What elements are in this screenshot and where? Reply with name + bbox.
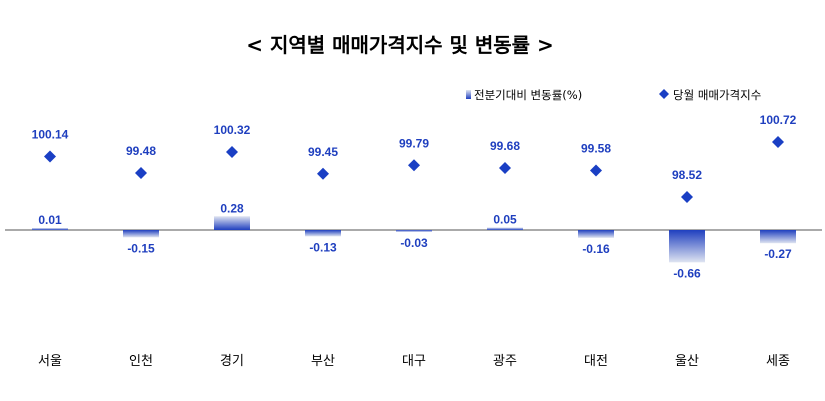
index-marker xyxy=(772,136,784,148)
index-value-label: 98.52 xyxy=(672,168,702,182)
bar-value-label: -0.27 xyxy=(764,247,792,261)
bar-value-label: -0.15 xyxy=(127,241,155,255)
legend-bar-swatch xyxy=(466,90,471,99)
category-label: 세종 xyxy=(766,354,790,369)
category-label: 부산 xyxy=(311,354,335,369)
change-bar xyxy=(396,230,432,232)
bar-value-label: 0.01 xyxy=(38,213,62,227)
index-value-label: 99.68 xyxy=(490,139,520,153)
index-marker xyxy=(317,167,329,180)
change-bar xyxy=(760,230,796,244)
legend-marker-label: 당월 매매가격지수 xyxy=(673,88,761,102)
index-marker xyxy=(135,167,147,179)
index-value-label: 100.72 xyxy=(760,113,797,127)
category-label: 경기 xyxy=(220,354,244,369)
change-bar xyxy=(578,230,614,238)
change-bar xyxy=(32,228,68,230)
index-value-label: 99.79 xyxy=(399,136,429,150)
category-label: 대구 xyxy=(402,354,426,369)
change-bar xyxy=(669,230,705,263)
bar-value-label: -0.13 xyxy=(309,240,337,254)
bar-value-label: 0.28 xyxy=(220,201,244,215)
bar-value-label: -0.66 xyxy=(673,266,701,280)
index-value-label: 99.45 xyxy=(308,145,338,159)
index-marker xyxy=(681,191,693,203)
change-bar xyxy=(123,230,159,238)
category-label: 인천 xyxy=(129,354,153,369)
index-marker xyxy=(499,162,511,174)
change-bar xyxy=(214,216,250,230)
legend-bar-label: 전분기대비 변동률(%) xyxy=(474,88,582,102)
category-label: 울산 xyxy=(675,354,699,369)
bar-value-label: -0.16 xyxy=(582,242,610,256)
index-marker xyxy=(226,146,238,158)
index-value-label: 100.14 xyxy=(32,128,69,142)
index-value-label: 99.48 xyxy=(126,144,156,158)
category-label: 서울 xyxy=(38,354,62,369)
index-value-label: 100.32 xyxy=(214,123,251,137)
legend: 전분기대비 변동률(%) 당월 매매가격지수 xyxy=(466,88,761,102)
category-label: 대전 xyxy=(584,354,608,369)
chart-title: < 지역별 매매가격지수 및 변동률 > xyxy=(246,33,554,57)
index-marker xyxy=(590,164,602,177)
category-label: 광주 xyxy=(493,354,517,369)
bar-value-label: -0.03 xyxy=(400,236,428,250)
change-bar xyxy=(305,230,341,237)
index-marker xyxy=(408,159,420,172)
bar-value-label: 0.05 xyxy=(493,213,517,227)
legend-diamond-marker xyxy=(659,89,669,99)
chart-marks: 0.01 100.14 서울 -0.15 99.48 인천 0.28 100.32 경기 -0.1… xyxy=(32,113,797,369)
index-value-label: 99.58 xyxy=(581,142,611,156)
change-bar xyxy=(487,227,523,230)
index-marker xyxy=(44,150,56,163)
